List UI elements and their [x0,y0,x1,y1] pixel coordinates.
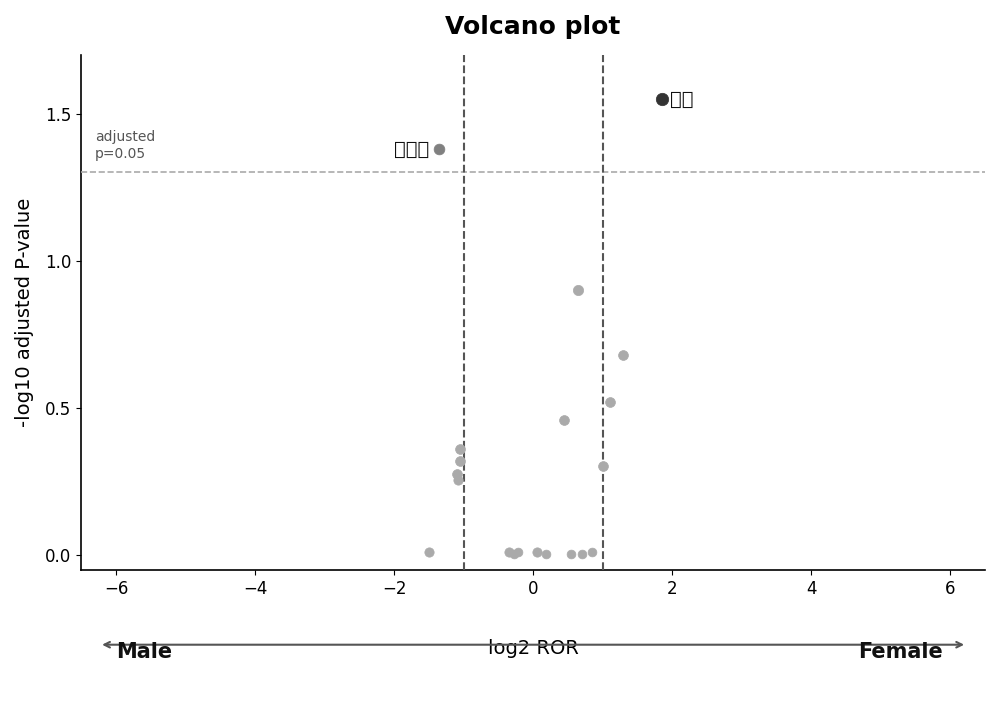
Point [450,475,466,486]
Point [538,548,554,560]
Point [556,414,572,426]
Point [595,459,611,471]
Text: 虚弱: 虚弱 [670,89,694,108]
Title: Volcano plot: Volcano plot [445,15,621,39]
Point [452,443,468,455]
Point [602,396,618,408]
Point [449,468,465,480]
Y-axis label: -log10 adjusted P-value: -log10 adjusted P-value [15,198,34,427]
X-axis label: log2 ROR: log2 ROR [488,640,579,659]
Text: adjusted
p=0.05: adjusted p=0.05 [95,130,155,161]
Point [584,547,600,558]
Point [563,548,579,560]
Point [431,143,447,155]
Point [654,93,670,105]
Point [615,349,631,361]
Point [421,547,437,558]
Point [501,547,517,558]
Point [506,548,522,560]
Point [452,455,468,467]
Text: Female: Female [859,642,943,662]
Text: Male: Male [116,642,172,662]
Point [510,546,526,558]
Point [574,548,590,560]
Point [529,547,545,558]
Point [570,284,586,296]
Text: 冠心病: 冠心病 [394,140,429,158]
